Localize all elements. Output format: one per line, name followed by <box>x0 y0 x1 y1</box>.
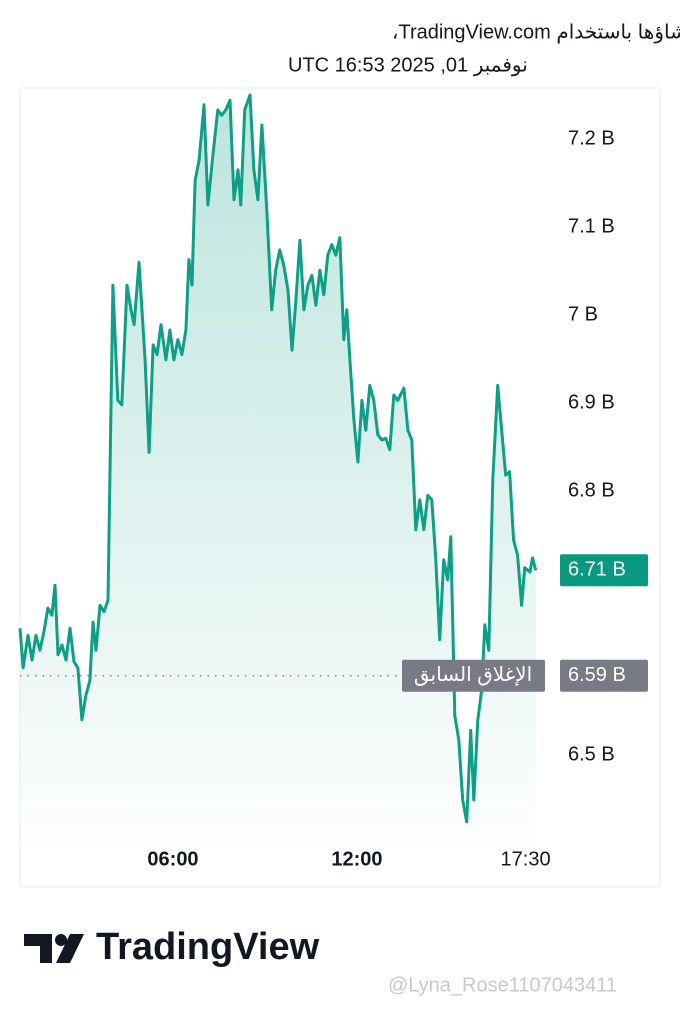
last-price-box <box>560 554 648 587</box>
chart-frame <box>19 87 661 888</box>
previous-close-name-box <box>402 659 545 692</box>
price-line <box>18 93 538 824</box>
chart: 6.5 B 6.8 B 6.9 B 7 B 7.1 B 7.2 B 06:00 12:00 17… <box>18 93 648 870</box>
y-tick-label: 6.8 B <box>568 479 615 501</box>
area-fill <box>20 95 536 845</box>
logo-mark <box>56 934 84 963</box>
y-tick-label: 6.9 B <box>568 391 615 413</box>
last-price-label: 6.71 B <box>568 558 626 580</box>
previous-close-label: 6.59 B <box>568 664 626 686</box>
y-tick-label: 7.1 B <box>568 215 615 237</box>
brand: TradingView <box>96 926 320 968</box>
x-tick-label: 17:30 <box>501 848 551 870</box>
y-tick-label: 7.2 B <box>568 127 615 149</box>
logo-mark <box>55 934 67 946</box>
y-tick-label: 7 B <box>568 303 598 325</box>
header-line2: نوفمبر 01, 2025 16:53 UTC <box>288 54 528 76</box>
x-tick-label: 06:00 <box>147 848 198 870</box>
previous-close-box <box>560 659 648 692</box>
watermark: @Lyna_Rose1107043411 <box>388 974 617 996</box>
logo <box>24 934 84 963</box>
y-tick-label: 6.5 B <box>568 743 615 765</box>
x-tick-label: 12:00 <box>331 848 382 870</box>
logo-mark <box>24 934 52 963</box>
header-line1: تم إنشاؤها باستخدام TradingView.com، <box>392 21 680 44</box>
previous-close-name: الإغلاق السابق <box>414 664 532 686</box>
